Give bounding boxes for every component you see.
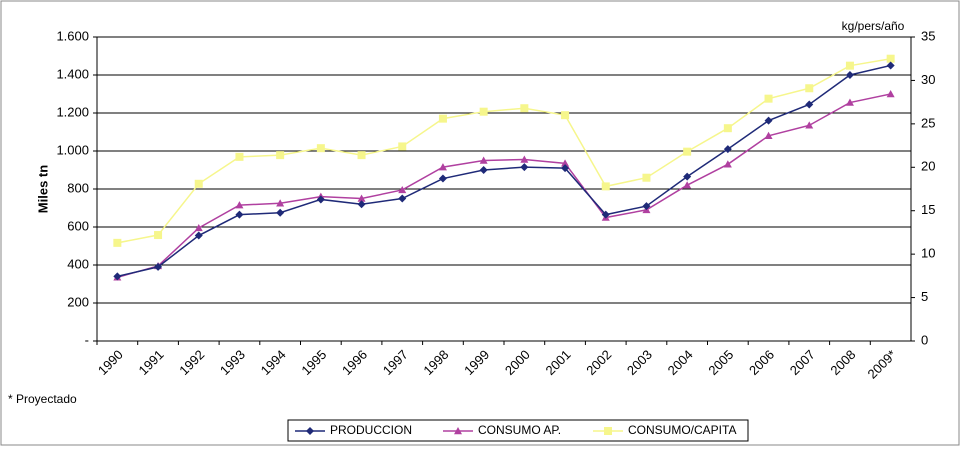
data-point [561,111,570,120]
data-point [276,199,285,207]
data-point [438,174,447,183]
y-tick-label: 1.400 [56,66,89,81]
data-point [113,238,122,247]
data-point [886,90,895,98]
data-point [438,163,447,171]
data-point [235,210,244,219]
y-tick-label: 1.200 [56,104,89,119]
data-point [154,231,163,240]
data-point [642,202,651,211]
series-line [117,64,891,278]
data-point [154,262,163,271]
data-point [194,223,203,232]
data-point [398,142,407,151]
y-tick-label: 400 [67,256,89,271]
legend-marker [306,427,314,435]
data-point [479,166,488,174]
data-point [845,71,854,79]
y-tick-label: - [85,332,89,347]
data-point [642,173,651,182]
legend-label: CONSUMO/CAPITA [628,423,736,437]
data-point [683,147,692,156]
y-tick-label: 1.000 [56,142,89,157]
data-point [764,116,773,125]
y-tick-label: 600 [67,218,89,233]
data-point [764,131,773,139]
data-point [886,54,895,63]
data-point [845,98,854,106]
y2-tick-label: 35 [921,28,935,43]
data-point [723,124,732,133]
legend-box [287,419,749,442]
y-tick-label: 200 [67,294,89,309]
y2-tick-label: 10 [921,246,935,261]
series-line [117,57,891,244]
y2-tick-label: 0 [921,332,928,347]
data-point [601,210,610,219]
data-point [357,151,366,160]
series-line [117,93,891,279]
data-point [316,195,325,204]
data-point [845,61,854,70]
data-point [113,272,122,281]
data-point [479,156,488,164]
data-point [357,200,366,209]
data-point [683,181,692,189]
legend-label: PRODUCCION [330,423,412,437]
y2-tick-label: 30 [921,72,935,87]
data-point [520,104,529,113]
y2-tick-label: 5 [921,289,928,304]
data-point [805,84,814,93]
y2-tick-label: 15 [921,202,935,217]
data-point [723,145,732,154]
data-point [561,164,570,173]
data-point [276,208,285,217]
data-point [194,179,203,188]
data-point [723,160,732,168]
data-point [764,94,773,103]
data-point [235,201,244,209]
data-point [398,194,407,203]
data-point [886,61,895,70]
y2-tick-label: 25 [921,115,935,130]
data-point [357,194,366,202]
data-point [479,107,488,116]
data-point [683,172,692,181]
y-tick-label: 800 [67,180,89,195]
data-point [276,151,285,160]
data-point [561,159,570,167]
y-axis-label: Miles tn [35,165,50,213]
y-tick-label: 1.600 [56,28,89,43]
data-point [805,100,814,109]
legend-marker [604,427,612,435]
data-point [520,155,529,163]
data-point [194,231,203,240]
footnote: * Proyectado [8,392,77,406]
data-point [235,152,244,161]
y2-tick-label: 20 [921,159,935,174]
data-point [520,163,529,172]
data-point [316,144,325,153]
y2-axis-label: kg/pers/año [842,19,905,33]
legend-label: CONSUMO AP. [478,423,561,437]
data-point [438,114,447,123]
legend-marker [454,427,462,435]
data-point [398,185,407,194]
data-point [805,121,814,129]
data-point [601,182,610,191]
